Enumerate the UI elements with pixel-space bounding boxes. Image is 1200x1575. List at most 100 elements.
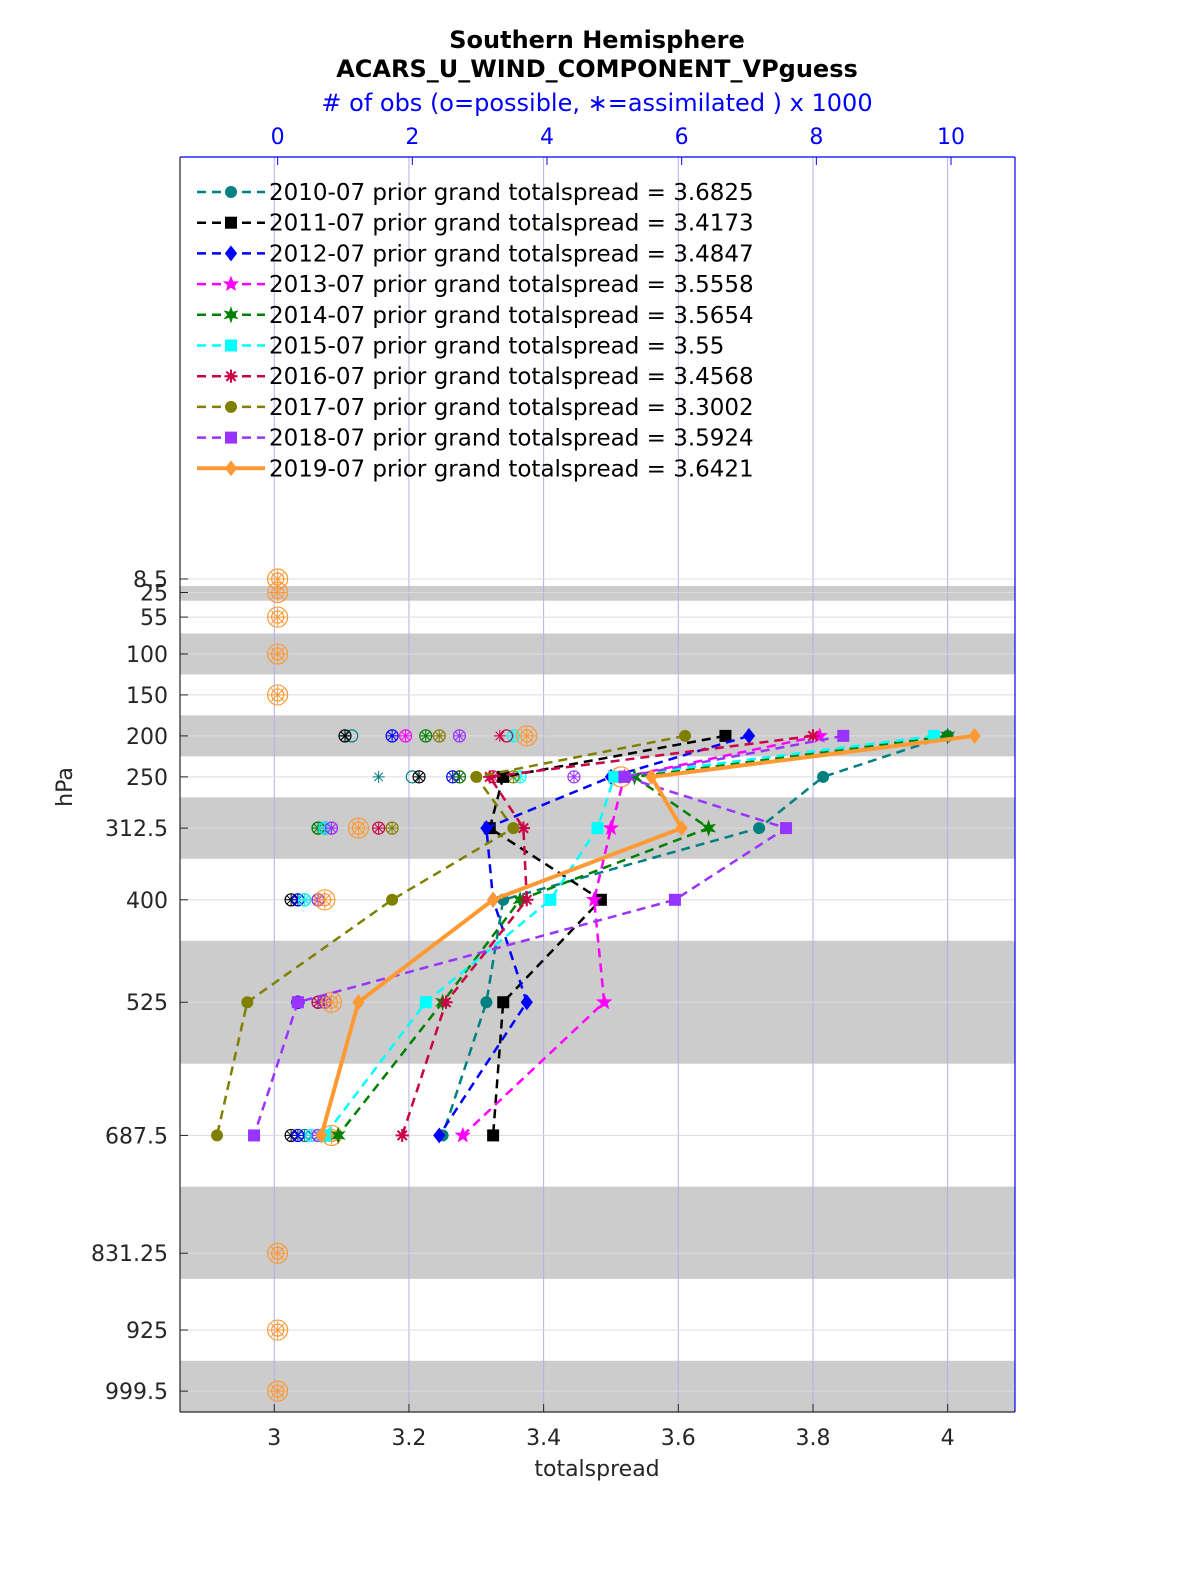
obs-assimilated-2019-07-13 — [268, 1382, 287, 1401]
data-point-8-1 — [618, 770, 631, 783]
series-line-0 — [441, 734, 949, 1136]
obs-count-markers — [267, 568, 632, 1402]
data-point-9-2 — [675, 820, 688, 837]
obs-assimilated-2012-07-5 — [291, 1129, 304, 1142]
legend-marker-8 — [225, 431, 237, 444]
obs-assimilated-2015-07-5 — [305, 1129, 318, 1142]
obs-possible-2019-07-7 — [347, 817, 370, 839]
series-lines — [211, 727, 981, 1145]
data-point-3-3 — [585, 891, 603, 907]
legend-marker-6 — [224, 369, 238, 383]
data-point-7-4 — [241, 996, 254, 1009]
obs-possible-2019-07-12 — [267, 1319, 289, 1341]
legend-marker-3 — [222, 275, 240, 292]
data-point-2-4 — [520, 994, 533, 1011]
series-line-7 — [215, 734, 686, 1136]
shaded-band-0 — [180, 585, 1015, 601]
legend: 2010-07 prior grand totalspread = 3.6825… — [197, 180, 754, 482]
x-tick-label-2: 3.4 — [526, 1426, 561, 1451]
obs-assimilated-2019-07-12 — [268, 1321, 287, 1340]
y-tick-label-11: 831.25 — [91, 1242, 168, 1267]
y-tick-label-1: 25 — [140, 581, 168, 606]
legend-marker-2 — [224, 245, 238, 262]
data-point-0-2 — [753, 822, 766, 835]
plot-frame — [179, 156, 1016, 1413]
series-7 — [211, 729, 692, 1142]
obs-assimilated-2015-07-3 — [298, 893, 311, 906]
obs-assimilated-2018-07-1 — [567, 770, 580, 783]
obs-assimilated-2019-07-4 — [268, 685, 287, 704]
data-point-1-0 — [719, 729, 732, 742]
data-point-9-4 — [352, 994, 365, 1011]
data-point-8-5 — [248, 1129, 261, 1142]
obs-assimilated-2019-07-1 — [268, 583, 287, 602]
top-tick-label-0: 0 — [271, 125, 285, 150]
data-point-1-4 — [497, 996, 510, 1009]
data-point-6-1 — [483, 770, 497, 784]
series-4 — [330, 727, 956, 1145]
data-point-7-0 — [679, 729, 692, 742]
data-point-6-4 — [439, 995, 453, 1009]
data-point-6-5 — [395, 1128, 409, 1143]
legend-entry-6: 2016-07 prior grand totalspread = 3.4568 — [269, 364, 754, 390]
y-tick-label-13: 999.5 — [105, 1380, 168, 1405]
y-tick-label-2: 55 — [140, 606, 168, 631]
y-tick-label-7: 312.5 — [105, 817, 168, 842]
data-point-2-2 — [480, 820, 493, 837]
legend-entry-2: 2012-07 prior grand totalspread = 3.4847 — [269, 241, 754, 267]
series-line-5 — [323, 734, 935, 1137]
obs-possible-2019-07-13 — [267, 1380, 289, 1402]
data-point-5-3 — [544, 893, 557, 906]
x-tick-label-5: 4 — [941, 1426, 955, 1451]
legend-entry-0: 2010-07 prior grand totalspread = 3.6825 — [269, 180, 754, 206]
data-point-3-4 — [596, 993, 613, 1010]
data-point-7-5 — [211, 1129, 224, 1142]
data-point-8-0 — [837, 729, 850, 742]
top-tick-label-3: 6 — [675, 125, 689, 150]
data-point-3-5 — [454, 1126, 471, 1143]
obs-assimilated-2014-07-2 — [312, 822, 325, 835]
obs-assimilated-2011-07-0 — [338, 729, 351, 742]
legend-entry-9: 2019-07 prior grand totalspread = 3.6421 — [269, 456, 754, 482]
top-tick-label-5: 10 — [937, 125, 965, 150]
obs-assimilated-2014-07-1 — [453, 770, 466, 783]
obs-assimilated-2013-07-0 — [399, 729, 412, 742]
legend-entry-8: 2018-07 prior grand totalspread = 3.5924 — [269, 426, 754, 452]
data-point-8-2 — [780, 822, 793, 835]
data-point-7-1 — [470, 770, 483, 783]
data-point-9-1 — [645, 768, 658, 785]
top-tick-label-2: 4 — [540, 125, 554, 150]
chart-subtitle: ACARS_U_WIND_COMPONENT_VPguess — [336, 55, 858, 83]
obs-assimilated-2019-07-5 — [517, 726, 536, 745]
y-tick-label-9: 525 — [126, 991, 168, 1016]
obs-possible-2019-07-2 — [267, 606, 289, 628]
series-line-1 — [488, 734, 726, 1136]
top-axis-label: # of obs (o=possible, ∗=assimilated ) x … — [321, 89, 872, 117]
series-line-3 — [461, 734, 820, 1137]
top-tick-label-1: 2 — [405, 125, 419, 150]
obs-assimilated-2019-07-9 — [322, 993, 341, 1012]
x-tick-label-0: 3 — [267, 1426, 281, 1451]
y-tick-label-0: 8.5 — [133, 568, 168, 593]
shaded-band-5 — [180, 1186, 1015, 1279]
obs-assimilated-2012-07-3 — [291, 893, 304, 906]
obs-assimilated-2011-07-5 — [285, 1129, 298, 1142]
y-tick-label-6: 250 — [126, 766, 168, 791]
obs-possible-2019-07-3 — [267, 643, 289, 665]
series-line-8 — [252, 734, 844, 1136]
x-axis-label: totalspread — [534, 1457, 659, 1482]
obs-assimilated-2019-07-0 — [268, 569, 287, 588]
legend-marker-0 — [225, 186, 237, 198]
obs-assimilated-2015-07-0 — [507, 729, 520, 742]
obs-assimilated-2011-07-3 — [285, 893, 298, 906]
y-tick-label-12: 925 — [126, 1319, 168, 1344]
data-point-9-3 — [486, 891, 500, 908]
y-axis-label: hPa — [53, 767, 78, 807]
obs-assimilated-2012-07-1 — [446, 770, 459, 783]
data-point-6-0 — [806, 729, 820, 743]
obs-assimilated-2019-07-11 — [268, 1244, 287, 1263]
data-point-7-2 — [507, 822, 520, 835]
legend-entry-4: 2014-07 prior grand totalspread = 3.5654 — [269, 303, 754, 329]
obs-possible-2019-07-8 — [314, 889, 336, 911]
series-line-9 — [319, 733, 975, 1136]
